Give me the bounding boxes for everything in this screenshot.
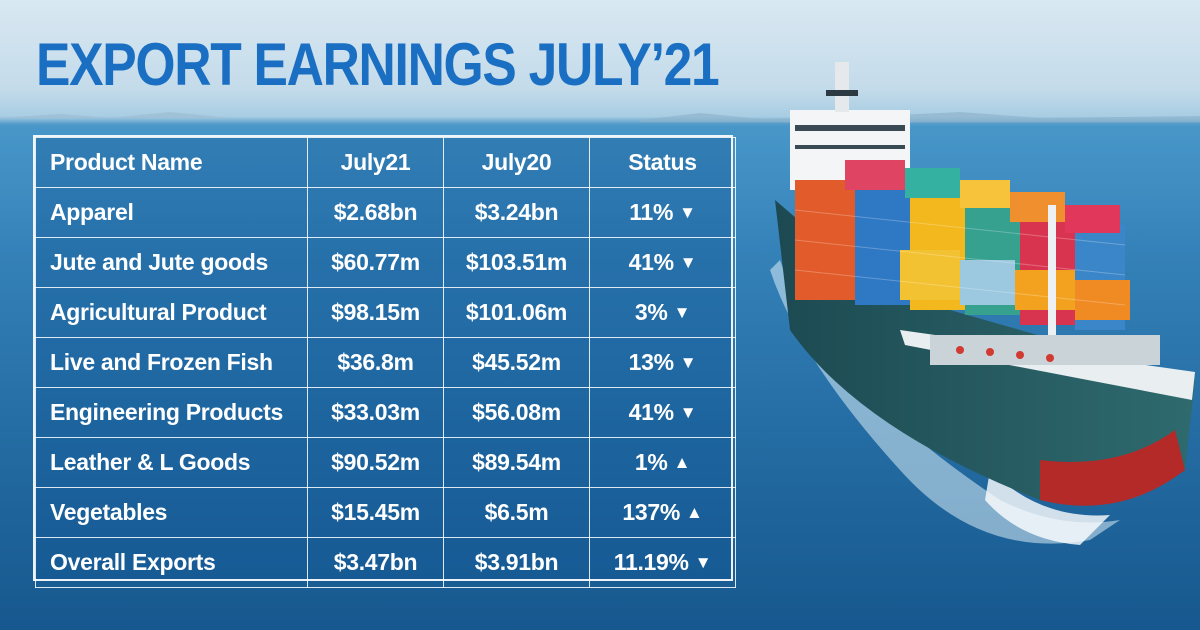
july21-cell-value: $90.52m xyxy=(331,449,420,475)
july20-cell-value: $101.06m xyxy=(465,299,568,325)
july20-cell-value: $89.54m xyxy=(472,449,561,475)
product-name-cell-value: Jute and Jute goods xyxy=(50,249,268,275)
column-header-july21: July21 xyxy=(307,137,444,188)
july20-cell: $89.54m xyxy=(443,437,590,488)
july21-cell: $90.52m xyxy=(307,437,444,488)
july21-cell-value: $15.45m xyxy=(331,499,420,525)
july21-cell-value: $2.68bn xyxy=(333,199,418,225)
table-row: Apparel $2.68bn $3.24bn 11% ▼ xyxy=(35,187,736,238)
export-table: Product Name July21 July20 Status Appare… xyxy=(35,137,736,588)
july21-cell: $33.03m xyxy=(307,387,444,438)
table-row: Jute and Jute goods $60.77m $103.51m 41% ▼ xyxy=(35,237,736,288)
status-cell-value: 11.19% xyxy=(613,549,689,575)
july20-cell-value: $103.51m xyxy=(465,249,568,275)
table-row: Engineering Products $33.03m $56.08m 41% ▼ xyxy=(35,387,736,438)
july21-cell: $3.47bn xyxy=(307,537,444,588)
product-name-cell: Vegetables xyxy=(35,487,308,538)
july21-cell: $36.8m xyxy=(307,337,444,388)
table-row: Vegetables $15.45m $6.5m 137% ▲ xyxy=(35,487,736,538)
export-table-container: Product Name July21 July20 Status Appare… xyxy=(33,135,736,588)
status-cell-value: 41% xyxy=(628,399,674,425)
july20-cell: $3.24bn xyxy=(443,187,590,238)
product-name-cell-value: Leather & L Goods xyxy=(50,449,251,475)
july21-cell-value: $3.47bn xyxy=(333,549,418,575)
table-row: Live and Frozen Fish $36.8m $45.52m 13% ▼ xyxy=(35,337,736,388)
product-name-cell: Live and Frozen Fish xyxy=(35,337,308,388)
status-cell: 41% ▼ xyxy=(589,237,736,288)
product-name-cell-value: Agricultural Product xyxy=(50,299,267,325)
status-cell-value: 13% xyxy=(628,349,674,375)
product-name-cell: Engineering Products xyxy=(35,387,308,438)
status-cell-value: 11% xyxy=(629,199,674,225)
product-name-cell: Apparel xyxy=(35,187,308,238)
status-cell: 137% ▲ xyxy=(589,487,736,538)
july21-cell: $2.68bn xyxy=(307,187,444,238)
status-cell-value: 41% xyxy=(628,249,674,275)
july20-cell: $6.5m xyxy=(443,487,590,538)
status-cell-value: 1% xyxy=(634,449,668,475)
product-name-cell: Overall Exports xyxy=(35,537,308,588)
july20-cell-value: $3.24bn xyxy=(474,199,559,225)
product-name-cell: Jute and Jute goods xyxy=(35,237,308,288)
july20-cell-value: $45.52m xyxy=(472,349,561,375)
table-header-row: Product Name July21 July20 Status xyxy=(35,137,736,188)
july20-cell: $45.52m xyxy=(443,337,590,388)
triangle-down-icon: ▼ xyxy=(679,403,697,422)
triangle-down-icon: ▼ xyxy=(694,553,712,572)
july20-cell-value: $6.5m xyxy=(484,499,549,525)
july20-cell: $103.51m xyxy=(443,237,590,288)
status-cell-value: 3% xyxy=(634,299,668,325)
july21-cell: $60.77m xyxy=(307,237,444,288)
page-title: EXPORT EARNINGS JULY’21 xyxy=(36,31,720,98)
status-cell: 11.19% ▼ xyxy=(589,537,736,588)
triangle-up-icon: ▲ xyxy=(673,453,691,472)
column-header-july20: July20 xyxy=(443,137,590,188)
column-header-status: Status xyxy=(589,137,736,188)
table-row: Leather & L Goods $90.52m $89.54m 1% ▲ xyxy=(35,437,736,488)
july21-cell-value: $36.8m xyxy=(337,349,414,375)
status-cell: 1% ▲ xyxy=(589,437,736,488)
column-header-product-name: Product Name xyxy=(35,137,308,188)
product-name-cell-value: Vegetables xyxy=(50,499,168,525)
july21-cell-value: $33.03m xyxy=(331,399,420,425)
status-cell: 3% ▼ xyxy=(589,287,736,338)
product-name-cell-value: Overall Exports xyxy=(50,549,216,575)
july20-cell: $3.91bn xyxy=(443,537,590,588)
table-row: Overall Exports $3.47bn $3.91bn 11.19% ▼ xyxy=(35,537,736,588)
status-cell-value: 137% xyxy=(622,499,681,525)
status-cell: 13% ▼ xyxy=(589,337,736,388)
july21-cell: $15.45m xyxy=(307,487,444,538)
product-name-cell-value: Engineering Products xyxy=(50,399,283,425)
product-name-cell-value: Live and Frozen Fish xyxy=(50,349,273,375)
status-cell: 11% ▼ xyxy=(589,187,736,238)
triangle-down-icon: ▼ xyxy=(679,253,697,272)
july21-cell-value: $60.77m xyxy=(331,249,420,275)
product-name-cell-value: Apparel xyxy=(50,199,134,225)
july21-cell-value: $98.15m xyxy=(331,299,420,325)
triangle-down-icon: ▼ xyxy=(679,203,696,222)
triangle-down-icon: ▼ xyxy=(673,303,691,322)
july20-cell-value: $56.08m xyxy=(472,399,561,425)
july20-cell-value: $3.91bn xyxy=(474,549,559,575)
july20-cell: $101.06m xyxy=(443,287,590,338)
product-name-cell: Agricultural Product xyxy=(35,287,308,338)
status-cell: 41% ▼ xyxy=(589,387,736,438)
july20-cell: $56.08m xyxy=(443,387,590,438)
product-name-cell: Leather & L Goods xyxy=(35,437,308,488)
table-row: Agricultural Product $98.15m $101.06m 3% ▼ xyxy=(35,287,736,338)
july21-cell: $98.15m xyxy=(307,287,444,338)
triangle-up-icon: ▲ xyxy=(686,503,703,522)
triangle-down-icon: ▼ xyxy=(679,353,697,372)
